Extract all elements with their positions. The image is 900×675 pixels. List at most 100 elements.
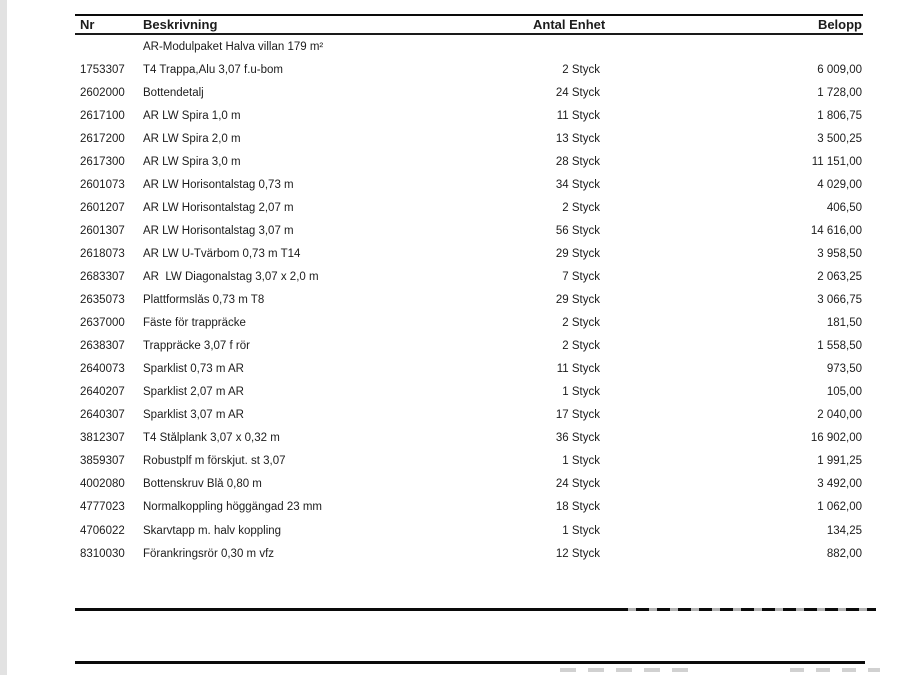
cell-beskrivning: Sparklist 3,07 m AR [143,409,244,422]
table-row: 8310030 Förankringsrör 0,30 m vfz 12 Sty… [75,542,863,565]
table-row: 1753307 T4 Trappa,Alu 3,07 f.u-bom 2 Sty… [75,58,863,81]
cell-belopp: 2 063,25 [817,270,862,283]
cell-beskrivning: AR LW Spira 2,0 m [143,132,241,145]
cell-nr: 2601207 [80,201,125,214]
cell-antal-enhet: 2 Styck [562,317,600,330]
cell-antal-enhet: 34 Styck [555,178,600,191]
cell-belopp: 1 728,00 [817,86,862,99]
materials-table: Nr Beskrivning Antal Enhet Belopp AR-Mod… [75,14,863,565]
cell-belopp: 6 009,00 [817,63,862,76]
cell-nr: 8310030 [80,547,125,560]
cell-belopp: 134,25 [826,524,862,537]
cell-nr: 2601307 [80,224,125,237]
summary-rule-upper [75,608,876,611]
cell-antal-enhet: 11 Styck [556,363,600,376]
cell-beskrivning: Trappräcke 3,07 f rör [143,340,250,353]
cell-beskrivning: Fäste för trappräcke [143,317,246,330]
cell-belopp: 2 040,00 [817,409,862,422]
cell-belopp: 1 991,25 [817,455,862,468]
cell-belopp: 882,00 [826,547,862,560]
cell-beskrivning: T4 Stålplank 3,07 x 0,32 m [143,432,280,445]
cell-nr: 2617100 [80,109,125,122]
table-row: 2640207 Sparklist 2,07 m AR 1 Styck 105,… [75,381,863,404]
cell-antal-enhet: 12 Styck [555,547,600,560]
cell-belopp: 3 492,00 [817,478,862,491]
cell-nr: 2617300 [80,155,125,168]
cell-nr: 2638307 [80,340,125,353]
watermark-fragment [790,668,880,672]
cell-belopp: 181,50 [826,317,862,330]
table-row: 2602000 Bottendetalj 24 Styck 1 728,00 [75,81,863,104]
cell-nr: 3812307 [80,432,125,445]
cell-antal-enhet: 17 Styck [555,409,600,422]
cell-nr: 1753307 [80,63,125,76]
header-antal-enhet: Antal Enhet [533,17,606,32]
cell-belopp: 1 806,75 [817,109,862,122]
cell-belopp: 11 151,00 [811,155,862,168]
cell-nr: 2683307 [80,270,125,283]
cell-beskrivning: AR LW Spira 1,0 m [143,109,241,122]
table-row: 3812307 T4 Stålplank 3,07 x 0,32 m 36 St… [75,427,863,450]
cell-beskrivning: Sparklist 2,07 m AR [143,386,244,399]
cell-beskrivning: Robustplf m förskjut. st 3,07 [143,455,286,468]
cell-nr: 2602000 [80,86,125,99]
cell-antal-enhet: 28 Styck [555,155,600,168]
cell-belopp: 3 958,50 [817,247,862,260]
table-row: 2640307 Sparklist 3,07 m AR 17 Styck 2 0… [75,404,863,427]
watermark-over-rule [615,607,876,611]
cell-belopp: 4 029,00 [817,178,862,191]
cell-beskrivning: AR LW Horisontalstag 0,73 m [143,178,294,191]
cell-antal-enhet: 13 Styck [555,132,600,145]
table-row: 2683307 AR LW Diagonalstag 3,07 x 2,0 m … [75,265,863,288]
cell-antal-enhet: 7 Styck [562,270,600,283]
cell-beskrivning: T4 Trappa,Alu 3,07 f.u-bom [143,63,283,76]
cell-antal-enhet: 56 Styck [555,224,600,237]
cell-belopp: 16 902,00 [810,432,862,445]
cell-beskrivning: Normalkoppling höggängad 23 mm [143,501,322,514]
cell-antal-enhet: 36 Styck [555,432,600,445]
cell-nr: 3859307 [80,455,125,468]
cell-beskrivning: Bottendetalj [143,86,204,99]
summary-rule-lower [75,661,865,664]
cell-antal-enhet: 11 Styck [556,109,600,122]
table-row: 2640073 Sparklist 0,73 m AR 11 Styck 973… [75,358,863,381]
table-row: 2637000 Fäste för trappräcke 2 Styck 181… [75,312,863,335]
cell-beskrivning: AR LW U-Tvärbom 0,73 m T14 [143,247,301,260]
cell-antal-enhet: 1 Styck [562,455,600,468]
table-row: AR-Modulpaket Halva villan 179 m² [75,35,863,58]
page-edge-strip [0,0,7,675]
cell-nr: 2640307 [80,409,125,422]
table-row: 2618073 AR LW U-Tvärbom 0,73 m T14 29 St… [75,242,863,265]
cell-nr: 4706022 [80,524,125,537]
cell-belopp: 3 500,25 [817,132,862,145]
cell-antal-enhet: 2 Styck [562,340,600,353]
cell-beskrivning: AR LW Horisontalstag 2,07 m [143,201,294,214]
cell-belopp: 105,00 [826,386,862,399]
cell-nr: 2640073 [80,363,125,376]
cell-belopp: 1 558,50 [817,340,862,353]
cell-beskrivning: Sparklist 0,73 m AR [143,363,244,376]
table-row: 2601307 AR LW Horisontalstag 3,07 m 56 S… [75,219,863,242]
cell-beskrivning: Bottenskruv Blå 0,80 m [143,478,262,491]
table-row: 4706022 Skarvtapp m. halv koppling 1 Sty… [75,519,863,542]
cell-beskrivning: AR LW Horisontalstag 3,07 m [143,224,294,237]
cell-belopp: 973,50 [826,363,862,376]
cell-antal-enhet: 29 Styck [555,247,600,260]
table-row: 2638307 Trappräcke 3,07 f rör 2 Styck 1 … [75,335,863,358]
cell-nr: 2637000 [80,317,125,330]
cell-beskrivning: AR-Modulpaket Halva villan 179 m² [143,40,324,53]
cell-beskrivning: AR LW Spira 3,0 m [143,155,241,168]
cell-antal-enhet: 1 Styck [562,386,600,399]
table-row: 2617300 AR LW Spira 3,0 m 28 Styck 11 15… [75,150,863,173]
table-header-row: Nr Beskrivning Antal Enhet Belopp [75,14,863,35]
cell-belopp: 406,50 [826,201,862,214]
cell-antal-enhet: 24 Styck [555,86,600,99]
cell-antal-enhet: 2 Styck [562,63,600,76]
cell-nr: 4002080 [80,478,125,491]
cell-antal-enhet: 24 Styck [555,478,600,491]
table-row: 2601207 AR LW Horisontalstag 2,07 m 2 St… [75,196,863,219]
cell-antal-enhet: 2 Styck [562,201,600,214]
table-row: 4002080 Bottenskruv Blå 0,80 m 24 Styck … [75,473,863,496]
cell-antal-enhet: 1 Styck [562,524,600,537]
header-beskrivning: Beskrivning [143,17,218,32]
